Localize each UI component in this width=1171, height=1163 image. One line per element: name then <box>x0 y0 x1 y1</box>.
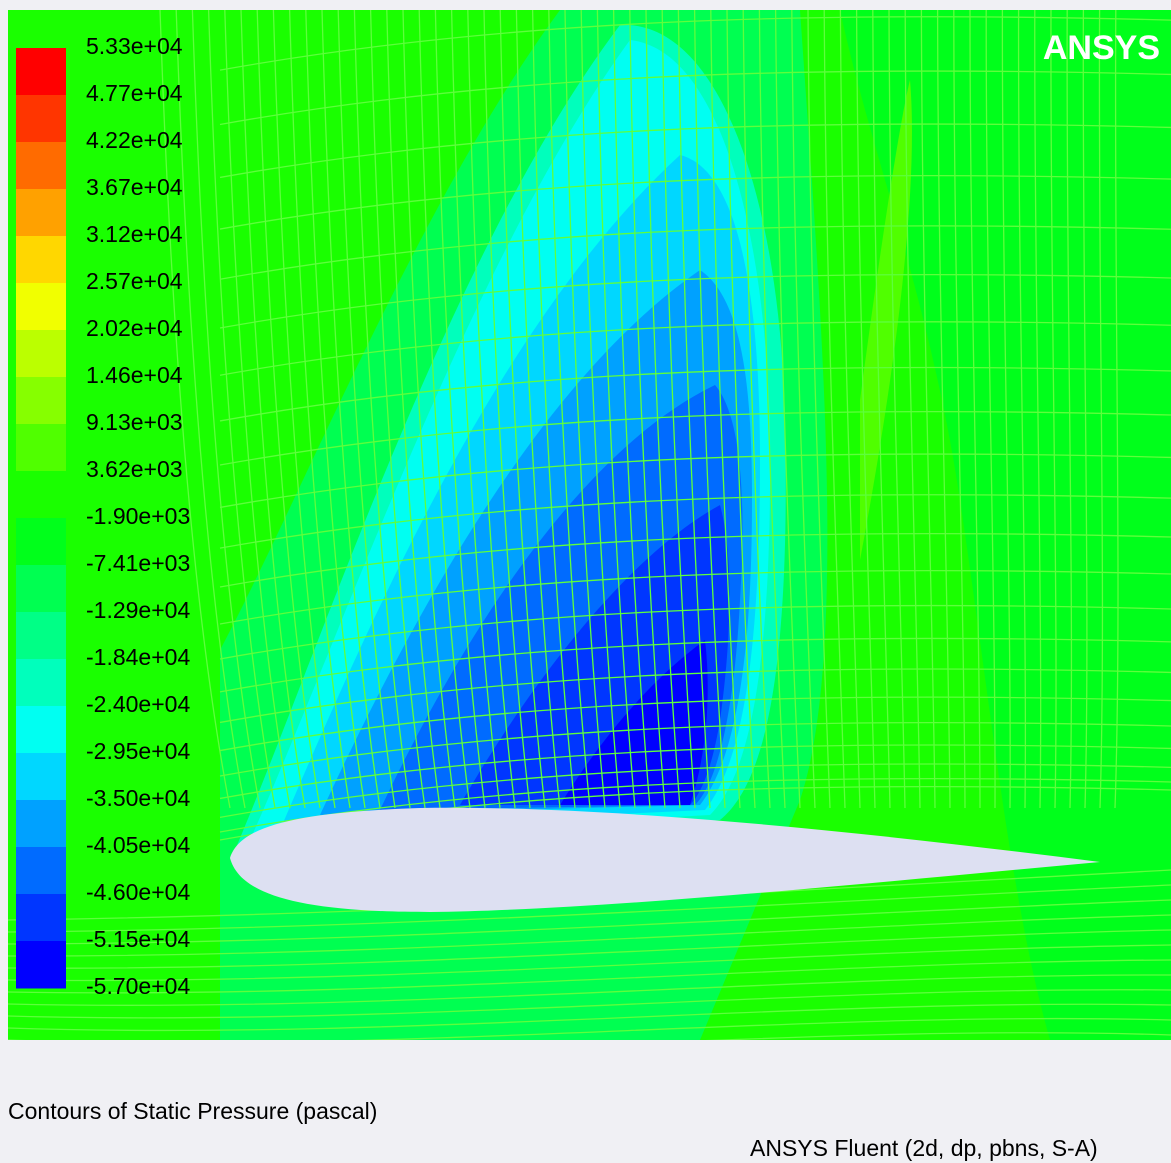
colorbar-label: -5.70e+04 <box>86 973 190 999</box>
colorbar-swatch <box>16 518 66 566</box>
colorbar-label: -4.60e+04 <box>86 879 190 905</box>
colorbar-swatch <box>16 189 66 237</box>
brand-logo: ANSYS <box>1043 29 1160 67</box>
graphics-window: ANSYS 5.33e+04 4.77e+04 4.22e+04 3.67e+04 3.… <box>0 0 1171 1163</box>
colorbar-label: 2.57e+04 <box>86 268 183 294</box>
colorbar-label: 2.02e+04 <box>86 315 183 341</box>
colorbar-label: 3.12e+04 <box>86 221 183 247</box>
colorbar-swatch <box>16 48 66 96</box>
colorbar-swatch <box>16 377 66 425</box>
colorbar-swatch <box>16 941 66 989</box>
colorbar-label: 5.33e+04 <box>86 33 183 59</box>
colorbar-label: 4.22e+04 <box>86 127 183 153</box>
colorbar-label: 9.13e+03 <box>86 409 183 435</box>
colorbar-label: -2.95e+04 <box>86 738 190 764</box>
colorbar-label: 4.77e+04 <box>86 80 183 106</box>
colorbar-label: -3.50e+04 <box>86 785 190 811</box>
colorbar-swatch <box>16 424 66 472</box>
colorbar-label: -2.40e+04 <box>86 691 190 717</box>
colorbar-swatch <box>16 95 66 143</box>
colorbar-swatch <box>16 142 66 190</box>
colorbar-label: -7.41e+03 <box>86 550 190 576</box>
colorbar-label: -5.15e+04 <box>86 926 190 952</box>
page: ANSYS 5.33e+04 4.77e+04 4.22e+04 3.67e+04 3.… <box>0 0 1171 1163</box>
colorbar-swatch <box>16 800 66 848</box>
colorbar-label: -4.05e+04 <box>86 832 190 858</box>
colorbar-swatch <box>16 753 66 801</box>
colorbar-label: -1.29e+04 <box>86 597 190 623</box>
colorbar-swatch <box>16 659 66 707</box>
colorbar-swatch <box>16 471 66 519</box>
colorbar-swatch <box>16 612 66 660</box>
colorbar-swatch <box>16 847 66 895</box>
colorbar-label: 1.46e+04 <box>86 362 183 388</box>
colorbar-swatch <box>16 565 66 613</box>
colorbar-swatch <box>16 283 66 331</box>
colorbar-swatch <box>16 236 66 284</box>
colorbar-swatch <box>16 706 66 754</box>
colorbar-label: 3.67e+04 <box>86 174 183 200</box>
colorbar-label: -1.90e+03 <box>86 503 190 529</box>
colorbar: 5.33e+04 4.77e+04 4.22e+04 3.67e+04 3.12e+04… <box>16 33 190 999</box>
colorbar-label: 3.62e+03 <box>86 456 183 482</box>
colorbar-swatch <box>16 894 66 942</box>
footer: ANSYS Fluent (2d, dp, pbns, S-A) <box>750 1135 1098 1161</box>
caption: Contours of Static Pressure (pascal) <box>8 1098 377 1124</box>
colorbar-swatch <box>16 330 66 378</box>
colorbar-label: -1.84e+04 <box>86 644 190 670</box>
